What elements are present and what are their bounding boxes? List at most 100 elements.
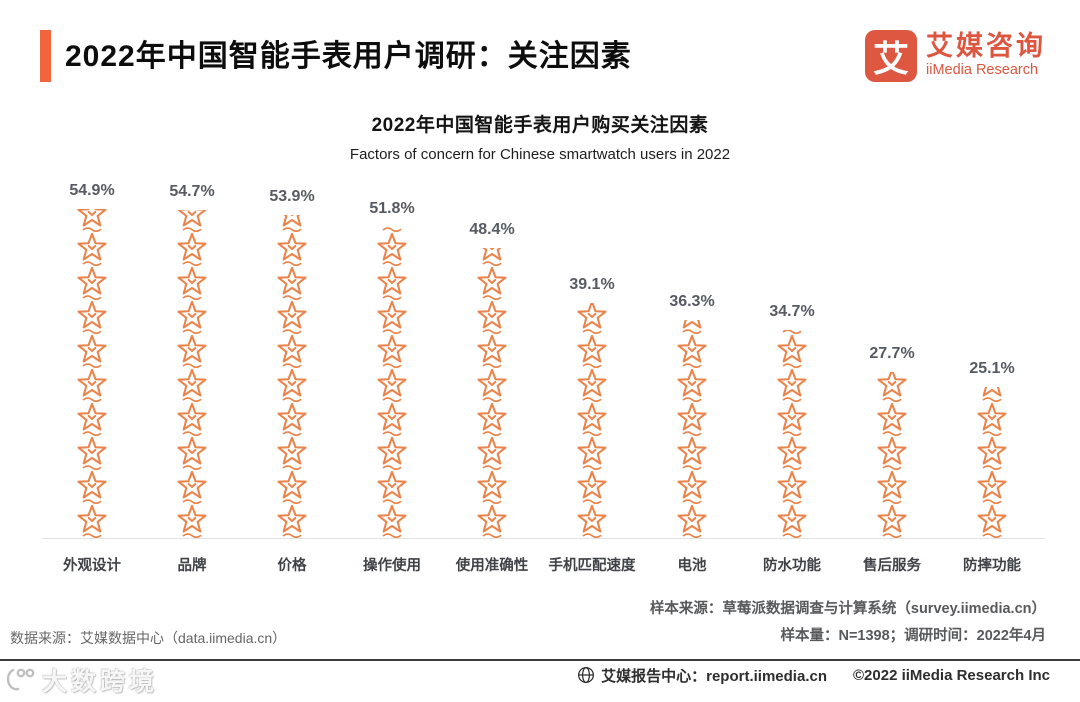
star-icon: [169, 368, 215, 402]
accent-bar: [40, 30, 51, 82]
footer-bar: 艾媒报告中心：report.iimedia.cn ©2022 iiMedia R…: [0, 658, 1080, 686]
bar-column: 34.7%: [742, 303, 842, 538]
star-bar: [969, 387, 1015, 538]
star-icon: [169, 470, 215, 504]
bar-column: 48.4%: [442, 221, 542, 538]
iimedia-logo-icon: 艾: [865, 30, 917, 82]
star-icon: [669, 320, 715, 334]
star-icon: [369, 266, 415, 300]
star-icon: [869, 470, 915, 504]
star-icon: [469, 266, 515, 300]
star-icon: [169, 504, 215, 538]
copyright-text: ©2022 iiMedia Research Inc: [853, 666, 1050, 684]
star-icon: [69, 209, 115, 232]
star-icon: [269, 334, 315, 368]
star-bar: [669, 320, 715, 538]
iimedia-logo: 艾 艾媒咨询 iiMedia Research: [865, 30, 1046, 82]
star-icon: [969, 470, 1015, 504]
star-icon: [369, 300, 415, 334]
value-label: 54.9%: [69, 182, 115, 199]
star-icon: [69, 266, 115, 300]
star-icon: [869, 372, 915, 402]
star-icon: [169, 232, 215, 266]
star-icon: [169, 334, 215, 368]
star-icon: [269, 504, 315, 538]
star-icon: [469, 334, 515, 368]
star-icon: [369, 436, 415, 470]
star-icon: [169, 436, 215, 470]
star-icon: [69, 368, 115, 402]
star-icon: [69, 232, 115, 266]
star-bar: [769, 330, 815, 538]
star-icon: [69, 504, 115, 538]
star-icon: [869, 504, 915, 538]
star-icon: [169, 210, 215, 232]
star-icon: [769, 402, 815, 436]
logo-name-cn: 艾媒咨询: [926, 31, 1046, 62]
star-icon: [369, 368, 415, 402]
value-label: 34.7%: [769, 303, 815, 320]
star-bar: [169, 210, 215, 538]
star-icon: [69, 436, 115, 470]
logo-text: 艾媒咨询 iiMedia Research: [926, 32, 1046, 79]
sample-size-note: 样本量：N=1398；调研时间：2022年4月: [780, 627, 1046, 644]
category-label: 售后服务: [863, 558, 921, 574]
bar-column: 51.8%: [342, 200, 442, 538]
star-icon: [169, 402, 215, 436]
star-icon: [969, 436, 1015, 470]
value-label: 54.7%: [169, 183, 215, 200]
star-icon: [769, 504, 815, 538]
star-bar: [369, 227, 415, 538]
category-label: 防水功能: [763, 558, 821, 574]
star-icon: [969, 504, 1015, 538]
value-label: 27.7%: [869, 345, 915, 362]
star-icon: [669, 368, 715, 402]
star-icon: [469, 504, 515, 538]
star-icon: [569, 334, 615, 368]
star-icon: [469, 248, 515, 266]
report-center: 艾媒报告中心：report.iimedia.cn: [577, 665, 827, 686]
header: 2022年中国智能手表用户调研：关注因素 艾 艾媒咨询 iiMedia Rese…: [0, 0, 1080, 86]
sample-notes: 样本来源：草莓派数据调查与计算系统（survey.iimedia.cn） 样本量…: [650, 596, 1046, 650]
chart-plot-area: 54.9% 54.7% 53.9% 51.8% 48.4% 39.1% 36.3% 34.7%…: [42, 163, 1045, 539]
category-label: 价格: [277, 558, 307, 574]
star-icon: [469, 402, 515, 436]
star-bar: [869, 372, 915, 538]
value-label: 39.1%: [569, 276, 615, 293]
value-label: 36.3%: [669, 293, 715, 310]
value-label: 48.4%: [469, 221, 515, 238]
footer-sources: 数据来源：艾媒数据中心（data.iimedia.cn） 样本来源：草莓派数据调…: [0, 596, 1080, 650]
chart-subtitle: Factors of concern for Chinese smartwatc…: [349, 146, 731, 163]
star-icon: [669, 436, 715, 470]
bar-column: 54.9%: [42, 182, 142, 538]
star-icon: [669, 470, 715, 504]
value-label: 51.8%: [369, 200, 415, 217]
category-label: 手机匹配速度: [548, 558, 636, 574]
star-icon: [869, 402, 915, 436]
star-icon: [769, 368, 815, 402]
star-icon: [269, 215, 315, 232]
star-icon: [969, 402, 1015, 436]
star-icon: [569, 368, 615, 402]
bar-column: 53.9%: [242, 188, 342, 538]
bar-column: 36.3%: [642, 293, 742, 538]
star-icon: [769, 330, 815, 334]
star-icon: [69, 470, 115, 504]
value-label: 25.1%: [969, 360, 1015, 377]
star-icon: [169, 300, 215, 334]
star-icon: [469, 368, 515, 402]
star-icon: [469, 300, 515, 334]
star-icon: [469, 470, 515, 504]
star-icon: [269, 300, 315, 334]
star-icon: [369, 334, 415, 368]
star-icon: [569, 436, 615, 470]
data-source-note: 数据来源：艾媒数据中心（data.iimedia.cn）: [10, 629, 287, 646]
page-title: 2022年中国智能手表用户调研：关注因素: [65, 39, 632, 73]
star-icon: [369, 232, 415, 266]
star-icon: [669, 402, 715, 436]
category-label: 防摔功能: [963, 558, 1021, 574]
star-bar: [469, 248, 515, 538]
bar-column: 25.1%: [942, 360, 1042, 538]
star-icon: [69, 300, 115, 334]
chart-title: 2022年中国智能手表用户购买关注因素: [371, 115, 709, 136]
